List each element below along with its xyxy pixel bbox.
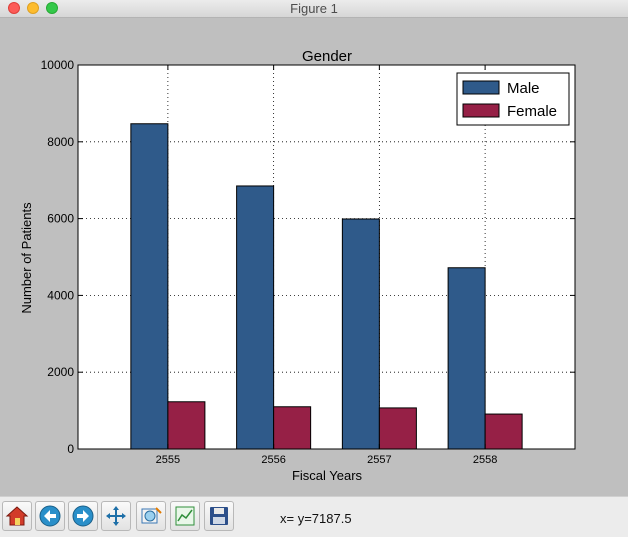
subplots-icon <box>175 506 195 526</box>
bar-female-2555 <box>167 401 206 450</box>
close-window-button[interactable] <box>8 2 20 14</box>
forward-arrow-icon <box>72 505 94 527</box>
forward-button[interactable] <box>68 501 98 531</box>
home-button[interactable] <box>2 501 32 531</box>
bar-male-2558 <box>447 267 486 450</box>
bar-female-2557 <box>378 407 417 450</box>
bar-male-2555 <box>130 123 169 450</box>
y-tick-label: 8000 <box>47 135 74 149</box>
legend-swatch-male <box>462 80 500 95</box>
home-icon <box>5 506 29 526</box>
back-arrow-icon <box>39 505 61 527</box>
save-button[interactable] <box>204 501 234 531</box>
chart-title: Gender <box>302 48 352 65</box>
pan-button[interactable] <box>101 501 131 531</box>
legend-swatch-female <box>462 103 500 118</box>
legend-label-male: Male <box>507 80 540 97</box>
legend-label-female: Female <box>507 103 557 120</box>
bar-chart: 0 2000 4000 6000 8000 10000 2555 2556 2557 2558 G… <box>19 48 576 483</box>
zoom-rect-icon <box>141 507 162 524</box>
axes-frame <box>77 64 576 450</box>
y-tick-label: 6000 <box>47 212 74 226</box>
y-tick-label: 10000 <box>41 58 75 72</box>
y-axis-label: Number of Patients <box>19 202 34 314</box>
figure-canvas: 0 2000 4000 6000 8000 10000 2555 2556 2557 2558 G… <box>0 18 628 496</box>
move-arrows-icon <box>106 506 126 526</box>
floppy-disk-icon <box>210 507 228 525</box>
subplots-button[interactable] <box>170 501 200 531</box>
y-tick-label: 0 <box>67 442 74 456</box>
back-button[interactable] <box>35 501 65 531</box>
x-tick-label: 2555 <box>156 454 180 466</box>
bar-male-2557 <box>341 218 380 450</box>
minimize-window-button[interactable] <box>27 2 39 14</box>
toolbar: x= y=7187.5 <box>0 496 628 537</box>
x-axis-label: Fiscal Years <box>292 468 363 483</box>
zoom-button[interactable] <box>136 501 166 531</box>
legend: Male Female <box>456 72 570 126</box>
cursor-coordinates: x= y=7187.5 <box>280 511 352 526</box>
x-tick-label: 2558 <box>473 454 497 466</box>
bar-female-2558 <box>484 413 523 450</box>
bar-male-2556 <box>236 185 275 450</box>
zoom-window-button[interactable] <box>46 2 58 14</box>
y-tick-label: 4000 <box>47 288 74 302</box>
window-titlebar: Figure 1 <box>0 0 628 18</box>
window-title: Figure 1 <box>290 1 338 16</box>
y-tick-label: 2000 <box>47 365 74 379</box>
x-tick-label: 2556 <box>261 454 285 466</box>
bar-female-2556 <box>273 406 312 450</box>
x-tick-label: 2557 <box>367 454 391 466</box>
